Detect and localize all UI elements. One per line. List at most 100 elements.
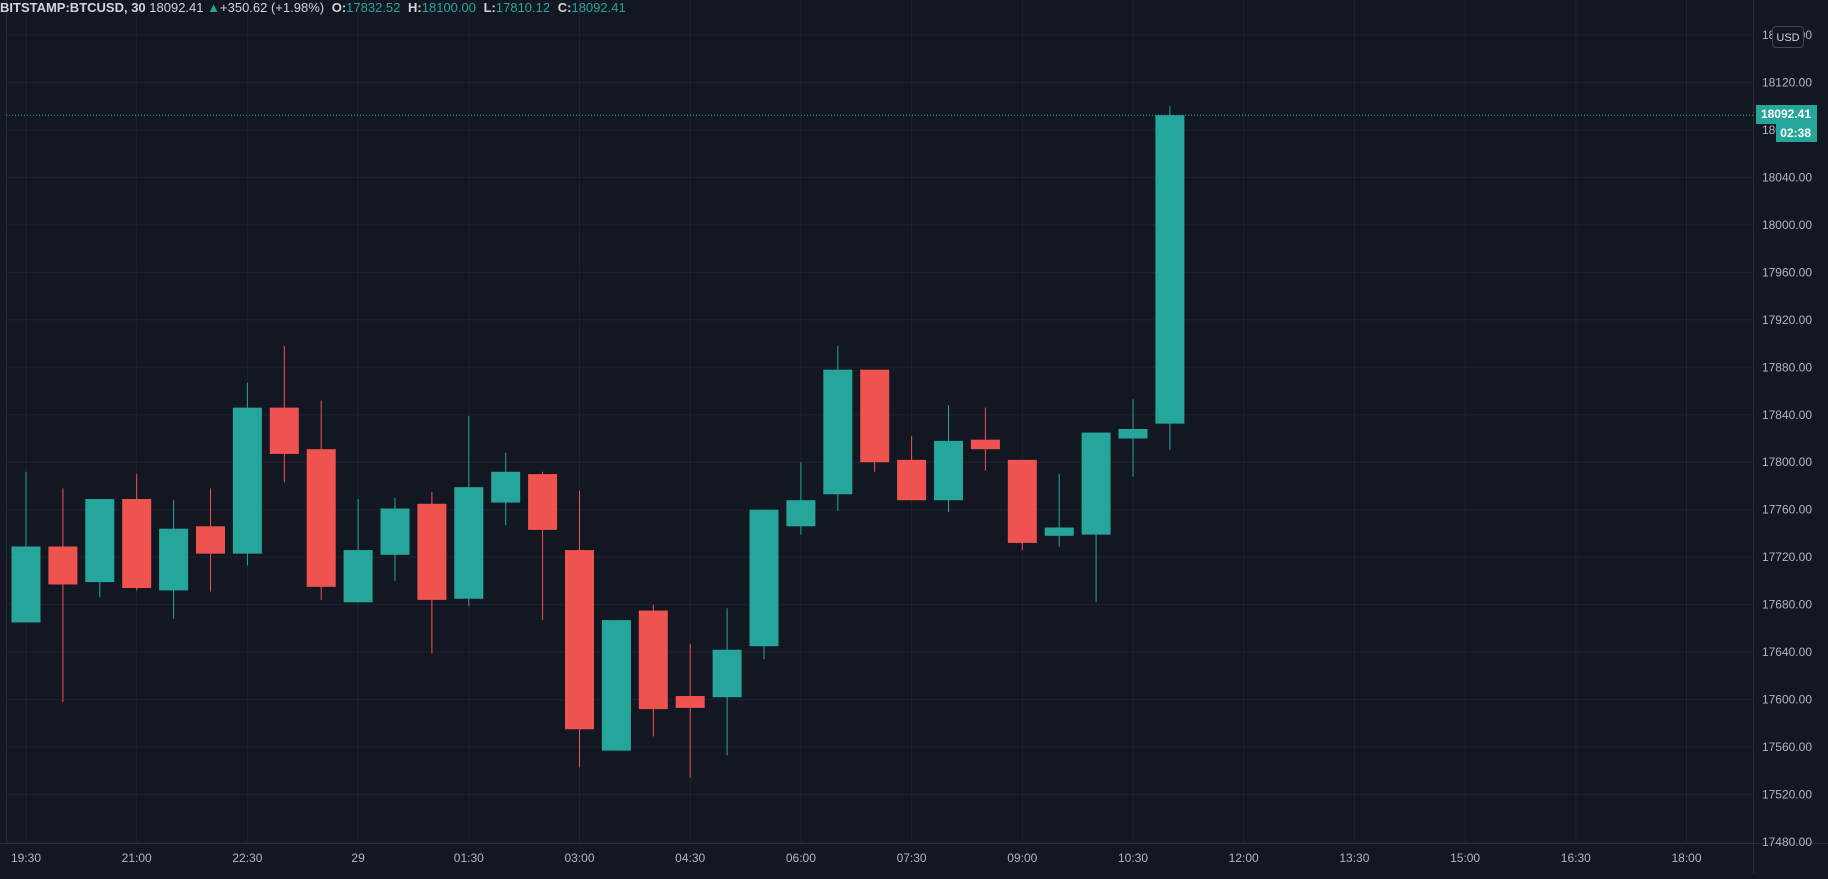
candle: [1007, 459, 1037, 551]
candle: [454, 415, 484, 606]
candle: [1118, 399, 1148, 477]
candle-body: [417, 503, 447, 600]
price-tick-label: 17480.00: [1762, 835, 1812, 849]
candle: [343, 499, 373, 603]
ohlc-legend: BITSTAMP:BTCUSD, 30 18092.41 ▲+350.62 (+…: [0, 0, 626, 16]
candle-body: [196, 526, 225, 554]
time-tick-label: 21:00: [122, 851, 152, 865]
candle: [11, 471, 41, 623]
time-tick-label: 13:30: [1339, 851, 1369, 865]
candle: [122, 474, 152, 591]
price-tick-label: 17520.00: [1762, 788, 1812, 802]
close-label: C:: [557, 0, 572, 15]
price-tick-label: 18120.00: [1762, 75, 1812, 89]
high-label: H:: [408, 0, 422, 15]
price-change: +350.62 (+1.98%): [220, 0, 325, 15]
candle: [48, 488, 78, 702]
open-label: O:: [331, 0, 347, 15]
candle: [491, 452, 521, 526]
currency-button[interactable]: USD: [1772, 26, 1804, 48]
candle-body: [380, 508, 410, 555]
symbol-label[interactable]: BITSTAMP:BTCUSD, 30: [0, 0, 146, 15]
low-value: 17810.12: [495, 0, 551, 15]
price-tick-label: 17600.00: [1762, 693, 1812, 707]
time-tick-label: 22:30: [232, 851, 262, 865]
price-tick-label: 17760.00: [1762, 503, 1812, 517]
candle-body: [565, 550, 594, 730]
candle: [269, 345, 299, 483]
price-tick-label: 17720.00: [1762, 550, 1812, 564]
candle-body: [1081, 432, 1111, 535]
price-tick-label: 17640.00: [1762, 645, 1812, 659]
candle-body: [454, 487, 484, 599]
candle: [712, 608, 742, 756]
candle-body: [1118, 429, 1148, 439]
close-value: 18092.41: [571, 0, 626, 15]
candle: [85, 499, 115, 598]
candle: [786, 462, 816, 535]
last-price: 18092.41: [149, 0, 204, 15]
price-tick-label: 17920.00: [1762, 313, 1812, 327]
candle: [565, 490, 594, 768]
candle-body: [343, 550, 373, 603]
candle-body: [970, 439, 1000, 450]
price-tick-label: 17840.00: [1762, 408, 1812, 422]
price-tick-label: 17680.00: [1762, 598, 1812, 612]
candle-body: [749, 509, 779, 647]
candle: [1044, 474, 1074, 547]
time-tick-label: 09:00: [1007, 851, 1037, 865]
price-tick-label: 17560.00: [1762, 740, 1812, 754]
candle-body: [897, 459, 927, 501]
candle: [1155, 106, 1185, 451]
price-axis-ticks: 17480.00 17520.00 17560.00 17600.00 17640.00…: [1762, 28, 1812, 849]
candle: [897, 436, 927, 501]
candle: [860, 369, 890, 472]
time-tick-label: 18:00: [1671, 851, 1701, 865]
candle: [417, 491, 447, 654]
candle: [934, 405, 963, 513]
candle-body: [823, 369, 853, 495]
candle-body: [48, 546, 78, 585]
bar-countdown-label: 02:38: [1776, 124, 1817, 143]
grid: [6, 0, 1753, 843]
candle-body: [638, 610, 668, 710]
time-tick-label: 04:30: [675, 851, 705, 865]
time-axis-ticks: 19:30 21:00 22:30 29 01:30 03:00 04:30 06:00 07:…: [11, 851, 1702, 865]
candle: [159, 500, 189, 619]
candle: [601, 620, 631, 751]
time-tick-label: 06:00: [786, 851, 816, 865]
candle-body: [491, 471, 521, 503]
candle-body: [11, 546, 41, 623]
candle: [528, 471, 558, 621]
candle: [970, 407, 1000, 471]
low-label: L:: [483, 0, 496, 15]
price-tick-label: 18040.00: [1762, 170, 1812, 184]
candle-body: [269, 407, 299, 454]
time-tick-label: 16:30: [1561, 851, 1591, 865]
candle: [675, 643, 705, 778]
candle: [823, 345, 853, 511]
candle-body: [786, 500, 816, 527]
candle-body: [860, 369, 890, 463]
candle-body: [1044, 527, 1074, 536]
price-tick-label: 18000.00: [1762, 218, 1812, 232]
candle: [380, 497, 410, 581]
candle-body: [122, 499, 152, 589]
time-tick-label: 29: [351, 851, 365, 865]
time-tick-label: 07:30: [897, 851, 927, 865]
candles: [11, 106, 1185, 778]
candle-body: [1007, 459, 1037, 543]
price-tick-label: 17880.00: [1762, 360, 1812, 374]
candle: [196, 488, 225, 592]
candle-body: [601, 620, 631, 751]
high-value: 18100.00: [421, 0, 476, 15]
time-tick-label: 15:00: [1450, 851, 1480, 865]
candle-body: [85, 499, 115, 583]
candle: [232, 382, 262, 566]
candle: [306, 400, 336, 600]
candle: [1081, 432, 1111, 603]
candle-body: [232, 407, 262, 554]
